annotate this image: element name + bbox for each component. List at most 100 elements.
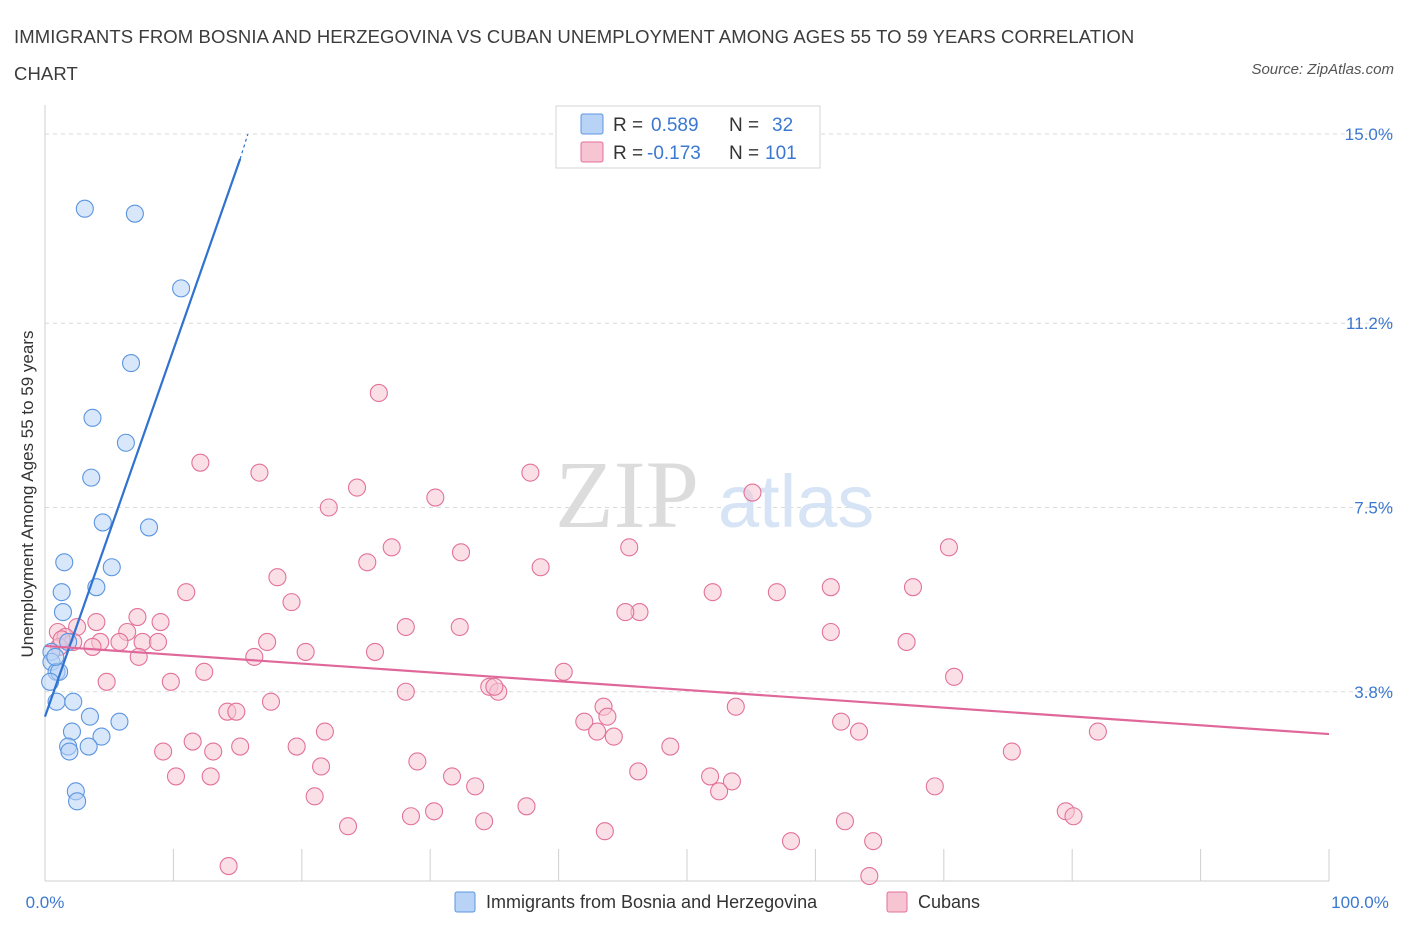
y-axis-label: Unemployment Among Ages 55 to 59 years <box>18 331 37 658</box>
y-tick-labels: 3.8% 7.5% 11.2% 15.0% <box>1345 125 1393 702</box>
cubans-point <box>338 817 358 836</box>
cubans-point <box>282 593 301 612</box>
bosnia-point <box>52 583 71 602</box>
cubans-point <box>261 692 281 711</box>
cubans-point <box>860 866 879 886</box>
cubans-point <box>1064 807 1083 826</box>
legend-label-cubans: Cubans <box>918 892 980 912</box>
cubans-point <box>151 612 170 632</box>
stats-legend-swatch-pink <box>580 141 604 163</box>
cubans-point <box>382 538 401 557</box>
stats-n-label-pink: N = <box>729 143 759 164</box>
bosnia-point <box>55 553 74 572</box>
bosnia-point <box>60 742 79 761</box>
cubans-point <box>521 463 540 482</box>
cubans-point <box>219 857 238 876</box>
bosnia-point <box>93 513 112 532</box>
cubans-point <box>365 642 385 661</box>
bosnia-point <box>125 204 144 223</box>
cubans-point <box>426 488 445 507</box>
cubans-point <box>710 782 729 801</box>
cubans-point <box>442 767 462 786</box>
cubans-point <box>312 757 331 776</box>
y-tick-label: 15.0% <box>1345 125 1393 144</box>
cubans-point <box>268 568 287 587</box>
trend-lines <box>43 133 1330 736</box>
cubans-point <box>401 807 420 826</box>
cubans-point <box>588 722 607 741</box>
cubans-point <box>396 617 415 637</box>
x-tick-label-min: 0.0% <box>26 893 65 912</box>
bosnia-point <box>102 558 121 577</box>
cubans-point <box>701 767 720 786</box>
bosnia-point <box>172 279 191 298</box>
cubans-point <box>183 732 202 751</box>
bosnia-trend-extension <box>239 133 249 160</box>
cubans-point <box>864 832 883 851</box>
cubans-point <box>485 677 504 696</box>
cubans-point <box>604 727 623 746</box>
cubans-point <box>83 637 102 656</box>
stats-legend-swatch-blue <box>580 113 604 135</box>
y-tick-label: 11.2% <box>1346 314 1393 333</box>
cubans-point <box>620 538 639 557</box>
legend-swatch-cubans <box>886 891 908 913</box>
watermark: ZIP atlas <box>555 441 874 548</box>
cubans-point <box>517 797 536 816</box>
cubans-point <box>1088 722 1107 741</box>
legend-swatch-bosnia <box>454 891 476 913</box>
stats-legend: R = 0.589 N = 32 R = -0.173 N = 101 <box>555 105 821 169</box>
cubans-point <box>315 722 334 741</box>
cubans-point <box>531 558 550 577</box>
cubans-point <box>554 662 573 681</box>
cubans-point <box>369 383 388 403</box>
cubans-point <box>305 787 324 806</box>
stats-r-value-pink: -0.173 <box>647 143 701 164</box>
cubans-point <box>821 622 840 642</box>
cubans-point <box>195 662 214 681</box>
stats-r-label-pink: R = <box>613 143 643 164</box>
cubans-point <box>408 752 427 771</box>
cubans-point <box>191 453 210 472</box>
cubans-point <box>177 583 196 602</box>
cubans-point <box>161 672 180 691</box>
cubans-point <box>296 642 315 661</box>
series-legend: Immigrants from Bosnia and Herzegovina C… <box>454 891 980 913</box>
cubans-point <box>97 672 116 691</box>
cubans-point <box>258 632 277 652</box>
cubans-point <box>148 632 168 652</box>
axes <box>44 105 1330 882</box>
stats-n-value-blue: 32 <box>772 115 793 136</box>
cubans-points <box>48 383 1107 886</box>
bosnia-point <box>92 727 111 746</box>
cubans-point <box>466 777 485 796</box>
cubans-point <box>598 707 617 726</box>
watermark-atlas: atlas <box>718 460 874 543</box>
x-tick-label-max: 100.0% <box>1331 893 1389 912</box>
cubans-point <box>722 772 741 791</box>
cubans-point <box>897 632 916 652</box>
bosnia-point <box>121 354 141 373</box>
bosnia-point <box>46 647 65 666</box>
cubans-point <box>154 742 173 761</box>
cubans-point <box>227 702 246 721</box>
stats-n-value-pink: 101 <box>765 143 797 164</box>
cubans-point <box>475 812 494 831</box>
bosnia-point <box>83 408 102 427</box>
cubans-point <box>781 832 801 851</box>
bosnia-point <box>68 792 87 811</box>
cubans-point <box>821 578 840 597</box>
cubans-point <box>726 697 745 716</box>
cubans-point <box>595 822 614 841</box>
cubans-point <box>166 767 186 786</box>
bosnia-point <box>64 692 83 711</box>
cubans-point <box>661 737 680 756</box>
cubans-point <box>87 612 106 632</box>
cubans-point <box>832 712 851 731</box>
cubans-point <box>939 538 958 557</box>
cubans-point <box>451 543 471 562</box>
bosnia-point <box>110 712 129 731</box>
bosnia-point <box>139 518 159 537</box>
cubans-point <box>903 578 923 597</box>
cubans-point <box>743 483 762 502</box>
